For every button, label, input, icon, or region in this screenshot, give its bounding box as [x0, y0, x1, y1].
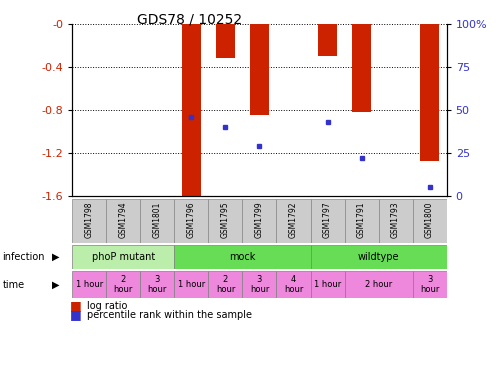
- Text: GSM1794: GSM1794: [119, 202, 128, 238]
- FancyBboxPatch shape: [310, 199, 344, 243]
- FancyBboxPatch shape: [276, 271, 310, 298]
- Text: GSM1795: GSM1795: [221, 202, 230, 238]
- Text: infection: infection: [2, 252, 45, 262]
- FancyBboxPatch shape: [413, 199, 447, 243]
- Text: 3
hour: 3 hour: [420, 275, 439, 294]
- Text: ■: ■: [70, 299, 82, 312]
- Text: 2 hour: 2 hour: [365, 280, 392, 289]
- Bar: [250, 24, 269, 115]
- Text: log ratio: log ratio: [87, 300, 128, 311]
- Text: ■: ■: [70, 308, 82, 321]
- Text: mock: mock: [229, 252, 255, 262]
- FancyBboxPatch shape: [344, 199, 379, 243]
- Text: percentile rank within the sample: percentile rank within the sample: [87, 310, 252, 320]
- Text: 3
hour: 3 hour: [148, 275, 167, 294]
- Text: GSM1793: GSM1793: [391, 202, 400, 238]
- Bar: [216, 24, 235, 58]
- Bar: [352, 24, 371, 112]
- Text: GSM1792: GSM1792: [289, 202, 298, 238]
- FancyBboxPatch shape: [310, 245, 447, 269]
- Text: 1 hour: 1 hour: [76, 280, 103, 289]
- Text: GDS78 / 10252: GDS78 / 10252: [137, 13, 242, 27]
- Text: GSM1800: GSM1800: [425, 202, 434, 238]
- FancyBboxPatch shape: [72, 199, 106, 243]
- FancyBboxPatch shape: [276, 199, 310, 243]
- Text: GSM1799: GSM1799: [255, 202, 264, 238]
- Text: GSM1801: GSM1801: [153, 202, 162, 238]
- Text: time: time: [2, 280, 24, 290]
- Text: 2
hour: 2 hour: [216, 275, 235, 294]
- FancyBboxPatch shape: [175, 245, 310, 269]
- Text: GSM1797: GSM1797: [323, 202, 332, 238]
- Text: 1 hour: 1 hour: [178, 280, 205, 289]
- Text: phoP mutant: phoP mutant: [92, 252, 155, 262]
- FancyBboxPatch shape: [209, 271, 243, 298]
- FancyBboxPatch shape: [175, 199, 209, 243]
- FancyBboxPatch shape: [209, 199, 243, 243]
- Text: ▶: ▶: [52, 280, 60, 290]
- FancyBboxPatch shape: [243, 271, 276, 298]
- Text: 3
hour: 3 hour: [250, 275, 269, 294]
- Text: 1 hour: 1 hour: [314, 280, 341, 289]
- FancyBboxPatch shape: [140, 199, 175, 243]
- Text: wildtype: wildtype: [358, 252, 399, 262]
- Bar: [318, 24, 337, 56]
- FancyBboxPatch shape: [310, 271, 344, 298]
- FancyBboxPatch shape: [413, 271, 447, 298]
- FancyBboxPatch shape: [379, 199, 413, 243]
- Text: GSM1796: GSM1796: [187, 202, 196, 238]
- FancyBboxPatch shape: [72, 271, 106, 298]
- Text: ▶: ▶: [52, 252, 60, 262]
- FancyBboxPatch shape: [175, 271, 209, 298]
- Bar: [182, 24, 201, 198]
- FancyBboxPatch shape: [106, 271, 140, 298]
- FancyBboxPatch shape: [140, 271, 175, 298]
- Text: GSM1791: GSM1791: [357, 202, 366, 238]
- Text: 4
hour: 4 hour: [284, 275, 303, 294]
- FancyBboxPatch shape: [72, 245, 175, 269]
- Text: GSM1798: GSM1798: [85, 202, 94, 238]
- FancyBboxPatch shape: [243, 199, 276, 243]
- FancyBboxPatch shape: [344, 271, 413, 298]
- FancyBboxPatch shape: [106, 199, 140, 243]
- Bar: [420, 24, 439, 161]
- Text: 2
hour: 2 hour: [114, 275, 133, 294]
